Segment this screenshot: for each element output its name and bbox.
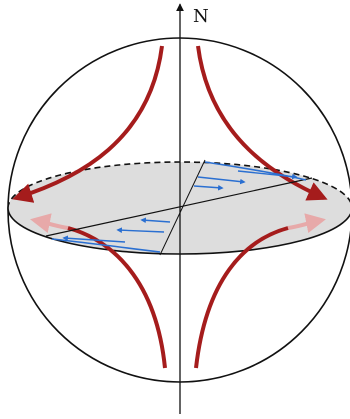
velocity-arrow (140, 217, 171, 224)
flow-arrow-lower-left (67, 226, 167, 369)
velocity-profile-curve-right (204, 161, 307, 181)
velocity-arrow (237, 170, 298, 180)
velocity-arrow (116, 227, 165, 233)
velocity-profile-curve-left (51, 238, 161, 253)
flow-arrow-lower-left-faded (30, 213, 69, 233)
velocity-arrow (193, 184, 224, 191)
outgoing-flow-arrows (12, 45, 328, 203)
flow-arrow-upper-left (12, 45, 164, 203)
flow-arrow-lower-right-faded (287, 213, 326, 233)
disk-diameter (45, 177, 313, 237)
velocity-profile-arrows (45, 159, 313, 256)
disk-reference-line (159, 159, 206, 256)
north-label: N (193, 6, 209, 27)
velocity-arrow (197, 176, 246, 185)
incoming-flow-arrows (30, 213, 326, 369)
flow-arrow-upper-right (196, 45, 328, 201)
velocity-arrow (62, 235, 126, 243)
flow-arrow-lower-right (194, 226, 289, 369)
